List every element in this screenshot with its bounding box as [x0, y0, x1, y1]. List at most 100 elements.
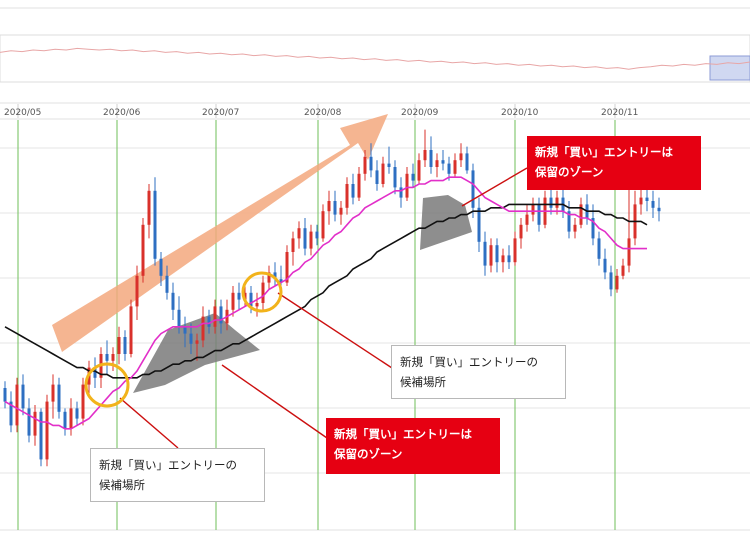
candle-body [45, 401, 49, 460]
candle-body [219, 306, 223, 324]
candle-body [135, 275, 139, 307]
candle-body [435, 160, 439, 167]
candle-body [177, 309, 181, 327]
callout-entry-candidate-right-line1: 新規「買い」エントリーの [400, 355, 538, 369]
candle-body [231, 292, 235, 310]
candle-body [105, 354, 109, 361]
candle-body [33, 411, 37, 436]
candle-body [63, 411, 67, 429]
candle-body [309, 231, 313, 249]
candle-body [267, 272, 271, 283]
candle-body [357, 173, 361, 198]
callout-hold-zone-bottom: 新規「買い」エントリーは 保留のゾーン [326, 418, 500, 474]
x-tick-label: 2020/06 [103, 108, 141, 118]
candle-body [57, 384, 61, 412]
candle-body [591, 218, 595, 239]
candle-body [513, 238, 517, 263]
candle-body [93, 367, 97, 378]
callout-hold-zone-top-line1: 新規「買い」エントリーは [535, 145, 673, 159]
candle-body [141, 224, 145, 276]
candle-body [579, 204, 583, 225]
candle-body [447, 163, 451, 174]
candle-body [189, 333, 193, 344]
candle-body [291, 238, 295, 252]
callout-hold-zone-bottom-line2: 保留のゾーン [334, 447, 403, 461]
candle-body [525, 214, 529, 225]
candle-body [495, 245, 499, 263]
candle-body [303, 228, 307, 249]
callout-entry-candidate-right-line2: 候補場所 [400, 375, 446, 389]
candle-body [81, 384, 85, 419]
candle-body [213, 306, 217, 327]
x-tick-label: 2020/08 [304, 108, 342, 118]
candle-body [645, 197, 649, 201]
callout-entry-candidate-left-line2: 候補場所 [99, 478, 145, 492]
candle-body [429, 150, 433, 167]
candle-body [531, 204, 535, 215]
candle-body [603, 258, 607, 273]
candle-body [315, 231, 319, 239]
candle-body [351, 184, 355, 198]
candle-body [417, 160, 421, 181]
callout-leader-line [277, 292, 393, 369]
candle-body [399, 187, 403, 198]
candle-body [363, 156, 367, 174]
candle-body [153, 190, 157, 259]
callout-hold-zone-top: 新規「買い」エントリーは 保留のゾーン [527, 136, 701, 190]
candle-body [297, 228, 301, 239]
candle-body [405, 173, 409, 198]
candle-body [201, 316, 205, 341]
candle-body [279, 279, 283, 283]
candle-body [387, 163, 391, 167]
candle-body [441, 160, 445, 164]
candle-body [39, 411, 43, 460]
candle-body [471, 170, 475, 208]
candle-body [345, 184, 349, 208]
ma-long-line [4, 203, 648, 379]
candle-body [651, 201, 655, 208]
candle-body [549, 197, 553, 208]
candle-body [501, 255, 505, 263]
candle-body [483, 241, 487, 266]
candle-body [123, 337, 127, 354]
candle-body [489, 245, 493, 266]
candle-body [597, 238, 601, 259]
candle-body [321, 211, 325, 239]
candle-body [171, 292, 175, 310]
overview-selection [709, 55, 750, 81]
candle-body [393, 167, 397, 188]
candle-body [411, 173, 415, 181]
x-tick-label: 2020/05 [4, 108, 41, 118]
callout-entry-candidate-right: 新規「買い」エントリーの 候補場所 [391, 345, 566, 399]
candle-body [117, 337, 121, 354]
entry-candidate-circle [241, 271, 283, 313]
candle-body [657, 207, 661, 212]
hold-zone-shade [420, 195, 472, 250]
candle-body [519, 224, 523, 239]
x-tick-label: 2020/11 [601, 108, 638, 118]
callout-leader-line [461, 167, 528, 207]
candle-body [147, 190, 151, 225]
candle-body [507, 255, 511, 263]
candle-body [573, 224, 577, 232]
candle-body [243, 292, 247, 300]
candle-body [327, 201, 331, 212]
callout-leader-line [221, 364, 328, 439]
candle-body [159, 258, 163, 276]
candle-body [111, 354, 115, 361]
candle-body [9, 401, 13, 426]
candle-body [537, 204, 541, 225]
candle-body [27, 408, 31, 436]
candle-body [285, 252, 289, 283]
entry-candidate-circle [84, 362, 130, 408]
candle-body [627, 238, 631, 266]
candle-body [609, 272, 613, 290]
candle-body [207, 316, 211, 327]
candle-body [261, 282, 265, 303]
candle-body [555, 197, 559, 208]
candle-body [129, 306, 133, 354]
candle-body [255, 303, 259, 307]
candle-body [639, 197, 643, 205]
candle-body [567, 211, 571, 232]
